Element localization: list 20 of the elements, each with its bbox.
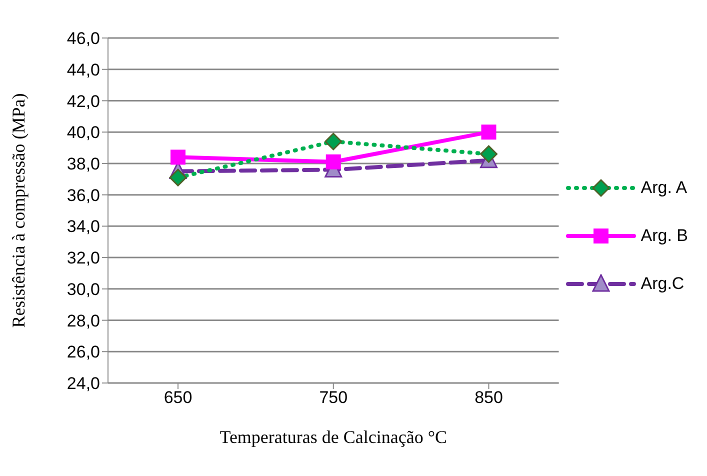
y-tick-label: 24,0 bbox=[66, 374, 100, 394]
y-tick-label: 46,0 bbox=[66, 29, 100, 48]
x-tick-label: 650 bbox=[164, 388, 192, 408]
y-tick-label: 26,0 bbox=[66, 342, 100, 362]
legend-label: Arg.C bbox=[640, 274, 684, 294]
y-tick-label: 38,0 bbox=[66, 154, 100, 174]
x-tick-label: 750 bbox=[319, 388, 348, 408]
y-tick-label: 34,0 bbox=[66, 217, 100, 236]
y-tick-label: 36,0 bbox=[66, 186, 100, 205]
x-tick-label: 850 bbox=[474, 388, 503, 408]
y-tick-label: 32,0 bbox=[66, 248, 100, 268]
y-tick-label: 28,0 bbox=[66, 311, 100, 330]
y-tick-label: 44,0 bbox=[66, 60, 100, 80]
x-axis-title: Temperaturas de Calcinação °C bbox=[220, 427, 448, 447]
legend-label: Arg. A bbox=[640, 178, 688, 198]
legend-label: Arg. B bbox=[640, 226, 688, 246]
y-axis-title: Resistência à compressão (MPa) bbox=[8, 93, 28, 328]
y-tick-label: 40,0 bbox=[66, 123, 100, 142]
y-tick-label: 42,0 bbox=[66, 92, 100, 111]
y-tick-label: 30,0 bbox=[66, 280, 100, 299]
